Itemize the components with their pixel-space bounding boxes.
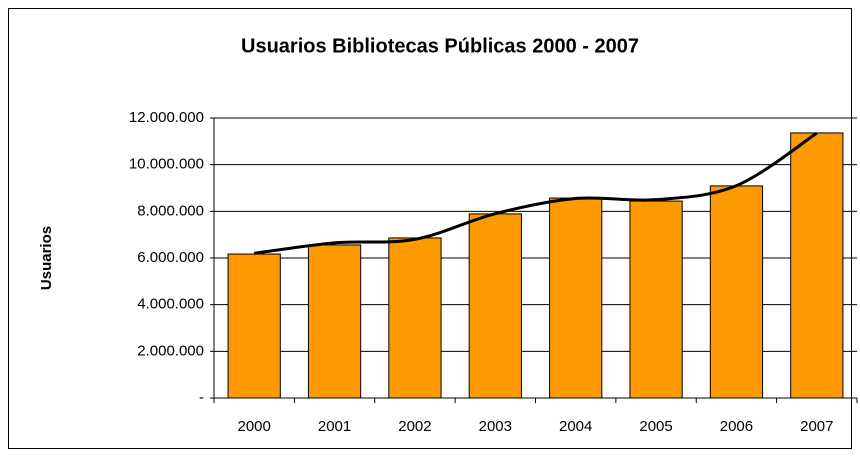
y-axis-label: Usuarios [38,226,55,290]
bar [629,200,683,399]
y-tick-label: 10.000.000 [129,156,204,173]
x-tick-label: 2001 [318,418,351,435]
x-tick-label: 2007 [800,418,833,435]
bar [549,197,603,399]
x-tick-label: 2002 [398,418,431,435]
x-tick-label: 2004 [559,418,592,435]
bar [388,237,442,399]
x-tick-label: 2005 [639,418,672,435]
y-tick-label: 8.000.000 [137,202,204,219]
chart-title: Usuarios Bibliotecas Públicas 2000 - 200… [241,35,639,57]
x-tick-label: 2003 [479,418,512,435]
y-tick-label: 4.000.000 [137,296,204,313]
bar [227,253,281,399]
x-tick-label: 2000 [238,418,271,435]
trend-line [253,131,818,255]
bar [307,244,362,399]
y-tick-label: - [199,389,204,406]
bar [709,185,764,399]
bar [468,213,522,399]
x-tick-label: 2006 [720,418,753,435]
y-tick-label: 12.000.000 [129,109,204,126]
bar [790,132,844,399]
y-tick-label: 2.000.000 [137,342,204,359]
y-tick-label: 6.000.000 [137,249,204,266]
